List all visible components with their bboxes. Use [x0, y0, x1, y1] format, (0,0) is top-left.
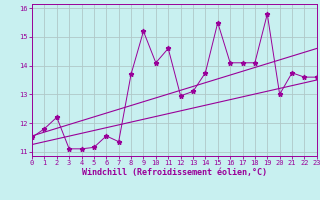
X-axis label: Windchill (Refroidissement éolien,°C): Windchill (Refroidissement éolien,°C) — [82, 168, 267, 177]
